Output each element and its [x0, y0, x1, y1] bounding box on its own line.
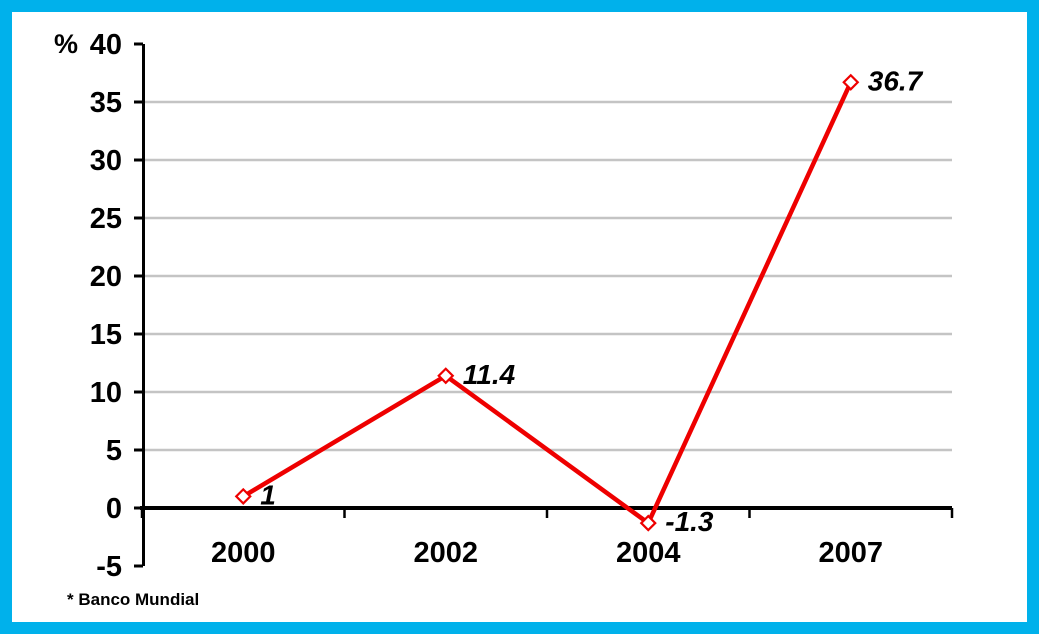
data-point-label: 1 — [260, 479, 276, 510]
y-tick-label: 0 — [106, 493, 122, 525]
y-tick-label: 15 — [90, 319, 122, 351]
y-tick-label: 35 — [90, 87, 122, 119]
x-tick-label: 2007 — [818, 537, 883, 569]
data-point-label: 11.4 — [463, 359, 516, 390]
data-point-label: -1.3 — [665, 506, 714, 537]
y-tick-label: 10 — [90, 377, 122, 409]
y-tick-label: 20 — [90, 261, 122, 293]
y-tick-label: 25 — [90, 203, 122, 235]
y-tick-label: 30 — [90, 145, 122, 177]
x-tick-label: 2000 — [211, 537, 276, 569]
data-point-marker — [639, 514, 657, 532]
source-footnote: * Banco Mundial — [67, 590, 200, 609]
data-point-marker — [842, 73, 860, 91]
y-tick-label: -5 — [96, 551, 122, 583]
data-point-marker — [437, 367, 455, 385]
y-tick-label: 5 — [106, 435, 122, 467]
y-axis-unit-label: % — [53, 29, 78, 59]
data-line — [242, 81, 853, 527]
y-tick-label: 40 — [90, 29, 122, 61]
x-tick-label: 2004 — [616, 537, 681, 569]
x-tick-label: 2002 — [413, 537, 478, 569]
data-point-marker — [234, 487, 252, 505]
data-point-label: 36.7 — [868, 65, 924, 96]
